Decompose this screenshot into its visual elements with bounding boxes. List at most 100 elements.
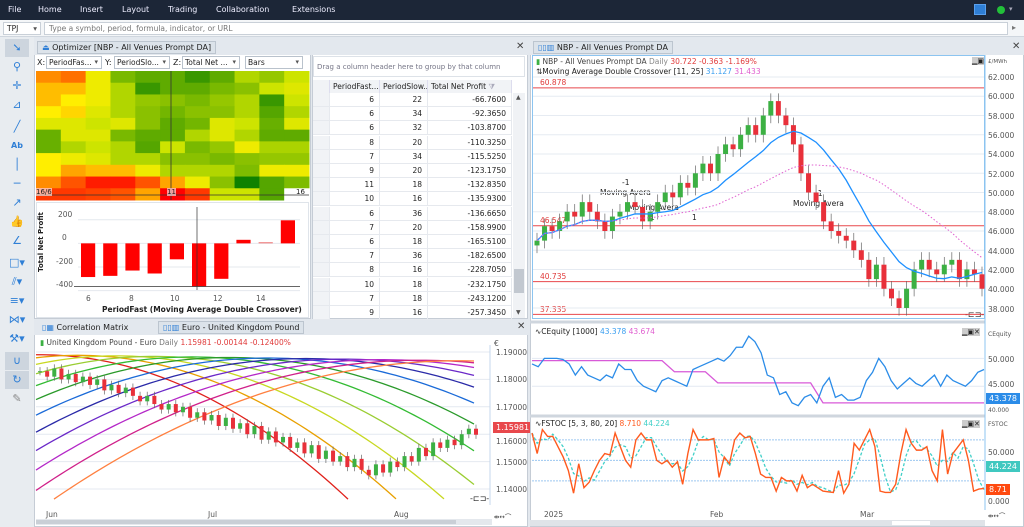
- row-indicator[interactable]: [313, 249, 330, 264]
- cell-period-slow[interactable]: 36: [380, 249, 428, 264]
- cell-total-net-profit[interactable]: -158.9900: [428, 220, 512, 235]
- row-indicator[interactable]: [313, 263, 330, 278]
- line-icon[interactable]: ╱: [13, 120, 21, 133]
- row-indicator[interactable]: [313, 220, 330, 235]
- trade-annotation[interactable]: 1: [692, 213, 697, 222]
- menu-extensions[interactable]: Extensions: [292, 5, 336, 14]
- text-icon[interactable]: Ab: [11, 141, 23, 150]
- menu-insert[interactable]: Insert: [80, 5, 103, 14]
- chart-scale-buttons[interactable]: ⇹↔⌒: [988, 512, 1006, 520]
- menu-file[interactable]: File: [8, 5, 22, 14]
- parallel-lines-icon[interactable]: ⫽▾: [11, 275, 23, 288]
- cell-period-fast[interactable]: 6: [330, 107, 380, 122]
- row-indicator[interactable]: [313, 277, 330, 292]
- pane-buttons[interactable]: ▁▣✕: [962, 328, 980, 336]
- symbol-input[interactable]: [44, 22, 1008, 35]
- row-indicator[interactable]: [313, 164, 330, 178]
- close-icon[interactable]: ✕: [517, 321, 526, 332]
- tab-optimizer[interactable]: ⏏ Optimizer [NBP - All Venues Prompt DA]: [37, 41, 217, 54]
- close-icon[interactable]: ✕: [1012, 41, 1021, 52]
- cell-period-slow[interactable]: 18: [380, 291, 428, 306]
- cell-total-net-profit[interactable]: -165.5100: [428, 235, 512, 249]
- row-indicator[interactable]: [313, 93, 330, 107]
- hammer-icon[interactable]: ⚒▾: [9, 332, 25, 345]
- trade-annotation[interactable]: Moving Avera: [628, 203, 679, 212]
- status-dropdown-icon[interactable]: ▾: [1009, 5, 1013, 13]
- calendar-icon[interactable]: [974, 4, 986, 15]
- pane-minmax-buttons[interactable]: ▁▣: [972, 57, 984, 65]
- column-header-period-fast[interactable]: PeriodFast...: [330, 80, 380, 93]
- crosshair-icon[interactable]: ✛: [12, 79, 22, 92]
- trade-annotation[interactable]: Moving Avera: [793, 199, 844, 208]
- vertical-line-icon[interactable]: │: [13, 158, 21, 171]
- menu-collaboration[interactable]: Collaboration: [216, 5, 270, 14]
- cell-total-net-profit[interactable]: -243.1200: [428, 291, 512, 306]
- cell-total-net-profit[interactable]: -92.3650: [428, 107, 512, 122]
- cell-total-net-profit[interactable]: -103.8700: [428, 121, 512, 136]
- row-indicator[interactable]: [313, 192, 330, 207]
- gann-icon[interactable]: ⊿: [12, 98, 22, 111]
- cell-period-slow[interactable]: 36: [380, 206, 428, 221]
- cell-period-slow[interactable]: 34: [380, 149, 428, 164]
- chart-scale-buttons[interactable]: ⇹↔⌒: [494, 513, 512, 521]
- row-indicator[interactable]: [313, 306, 330, 320]
- cell-total-net-profit[interactable]: -66.7600: [428, 93, 512, 107]
- fx-horizontal-scrollbar[interactable]: [36, 519, 492, 525]
- row-indicator[interactable]: [313, 291, 330, 306]
- scroll-right-icon[interactable]: ▸: [1012, 23, 1017, 32]
- menu-home[interactable]: Home: [38, 5, 62, 14]
- cell-period-slow[interactable]: 22: [380, 93, 428, 107]
- cell-total-net-profit[interactable]: -232.1750: [428, 277, 512, 292]
- scale-handle-icon[interactable]: -⊏⊐-: [470, 494, 490, 503]
- rectangle-icon[interactable]: □▾: [9, 256, 25, 269]
- menu-layout[interactable]: Layout: [122, 5, 150, 14]
- row-indicator[interactable]: [313, 178, 330, 193]
- group-by-area[interactable]: Drag a column header here to group by th…: [313, 56, 525, 77]
- y-parameter-select[interactable]: PeriodSlo...: [114, 56, 170, 69]
- trade-annotation[interactable]: Moving Avera: [600, 188, 651, 197]
- grid-scrollbar[interactable]: ▲ ▼: [513, 93, 525, 318]
- cell-total-net-profit[interactable]: -257.3450: [428, 306, 512, 320]
- cell-period-slow[interactable]: 16: [380, 306, 428, 320]
- scale-handle-icon[interactable]: -⊏⊐-: [965, 310, 985, 319]
- row-indicator[interactable]: [313, 149, 330, 164]
- cell-total-net-profit[interactable]: -136.6650: [428, 206, 512, 221]
- horizontal-line-icon[interactable]: ─: [13, 177, 21, 190]
- column-header-total-net-profit[interactable]: Total Net Profit ⧩: [428, 80, 512, 93]
- cell-period-slow[interactable]: 18: [380, 235, 428, 249]
- cell-period-fast[interactable]: 11: [330, 178, 380, 193]
- cell-period-fast[interactable]: 6: [330, 93, 380, 107]
- cell-period-fast[interactable]: 10: [330, 277, 380, 292]
- cell-period-fast[interactable]: 8: [330, 263, 380, 278]
- cell-period-fast[interactable]: 8: [330, 135, 380, 150]
- cell-period-fast[interactable]: 6: [330, 235, 380, 249]
- cell-total-net-profit[interactable]: -110.3250: [428, 135, 512, 150]
- cell-period-fast[interactable]: 6: [330, 206, 380, 221]
- connection-status-icon[interactable]: [997, 6, 1005, 14]
- tab-nbp[interactable]: ▯▯▥ NBP - All Venues Prompt DA: [533, 41, 673, 54]
- thumbs-up-icon[interactable]: 👍: [10, 215, 24, 228]
- scroll-down-icon[interactable]: ▼: [516, 309, 521, 316]
- zoom-icon[interactable]: ⚲: [12, 60, 22, 73]
- close-icon[interactable]: ✕: [516, 41, 525, 52]
- cell-period-slow[interactable]: 18: [380, 277, 428, 292]
- account-select[interactable]: TPJ ▾: [3, 22, 41, 35]
- cell-period-slow[interactable]: 16: [380, 263, 428, 278]
- row-indicator[interactable]: [313, 235, 330, 249]
- cell-period-fast[interactable]: 10: [330, 192, 380, 207]
- grid-scrollbar-thumb[interactable]: [514, 269, 524, 293]
- x-parameter-select[interactable]: PeriodFas...: [46, 56, 102, 69]
- cell-period-slow[interactable]: 16: [380, 192, 428, 207]
- trend-angle-icon[interactable]: ∠: [12, 234, 22, 247]
- cell-period-slow[interactable]: 20: [380, 135, 428, 150]
- tab-eur-gbp[interactable]: ▯▯▥ Euro - United Kingdom Pound: [158, 321, 305, 334]
- cell-period-fast[interactable]: 6: [330, 121, 380, 136]
- pointer-icon[interactable]: ➘: [5, 39, 29, 57]
- cell-period-fast[interactable]: 7: [330, 149, 380, 164]
- cell-period-fast[interactable]: 7: [330, 291, 380, 306]
- column-header-period-slow[interactable]: PeriodSlow...: [380, 80, 428, 93]
- pattern-icon[interactable]: ⋈▾: [8, 313, 26, 326]
- fx-scrollbar-thumb[interactable]: [36, 520, 456, 524]
- cell-period-slow[interactable]: 20: [380, 164, 428, 178]
- scroll-up-icon[interactable]: ▲: [516, 94, 521, 101]
